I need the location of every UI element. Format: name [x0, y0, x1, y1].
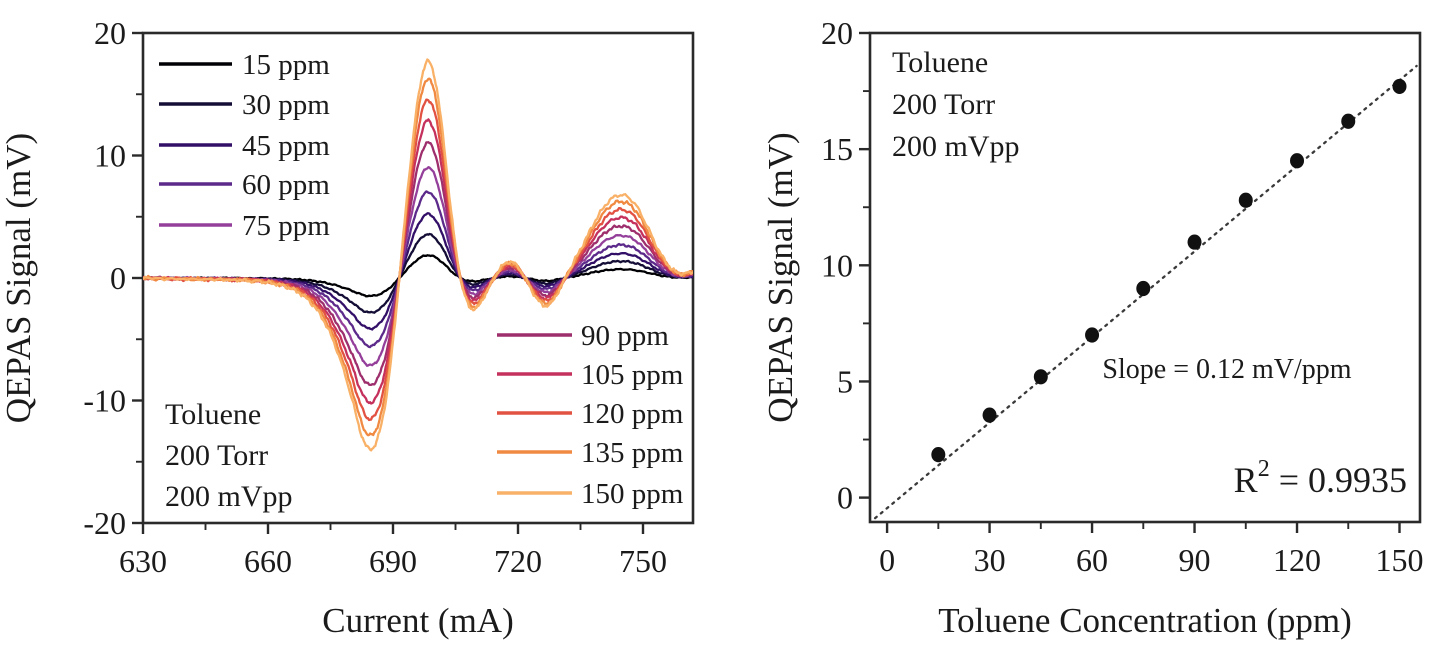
x-axis-label: Toluene Concentration (ppm) [938, 601, 1352, 640]
legend-label: 120 ppm [581, 398, 684, 430]
slope-annotation: Slope = 0.12 mV/ppm [1102, 354, 1351, 385]
y-axis-label: QEPAS Signal (mV) [0, 133, 38, 423]
series-curve-60-ppm [143, 190, 693, 349]
legend-label: 15 ppm [242, 49, 330, 81]
legend-label: 90 ppm [581, 320, 669, 352]
left-chart-spectral-scan: 630 660 690 720 750 -20 -10 0 10 20 Current (mA) QE… [0, 15, 695, 640]
y-tick-label: 5 [837, 363, 853, 399]
y-axis-label: QEPAS Signal (mV) [761, 132, 800, 422]
scatter-point-30-ppm [982, 407, 997, 423]
x-tick-label: 120 [1273, 542, 1321, 578]
legend-label: 45 ppm [242, 130, 330, 162]
r-squared-annotation: R2 = 0.9935 [1234, 456, 1407, 500]
axes: 630 660 690 720 750 -20 -10 0 10 20 Current (mA) QE… [0, 15, 695, 640]
scatter-point-120-ppm [1290, 153, 1305, 169]
series-curve-15-ppm [143, 254, 693, 298]
y-tick-label: 0 [837, 480, 853, 516]
condition-annotation-line: 200 Torr [165, 439, 268, 472]
y-tick-label: -10 [83, 383, 126, 419]
scatter-point-60-ppm [1085, 327, 1100, 343]
legend-label: 60 ppm [242, 169, 330, 201]
scatter-point-75-ppm [1136, 280, 1151, 297]
spectral-curves [143, 58, 693, 452]
legend-label: 75 ppm [242, 210, 330, 242]
legend-label: 105 ppm [581, 359, 684, 391]
series-curve-75-ppm [143, 166, 693, 367]
series-curve-135-ppm [143, 77, 693, 437]
y-tick-label: 20 [94, 15, 126, 51]
left-chart-svg: 630 660 690 720 750 -20 -10 0 10 20 Current (mA) QE… [0, 15, 695, 640]
legend: 15 ppm 30 ppm 45 ppm 60 ppm 75 ppm 90 ppm 105 … [159, 49, 684, 510]
y-tick-label: 20 [821, 15, 853, 51]
right-chart-svg: 0 30 60 90 120 150 0 5 10 15 20 Toluene Concentrati… [761, 15, 1424, 640]
x-tick-label: 0 [879, 542, 895, 578]
y-tick-label: 10 [94, 138, 126, 174]
y-tick-label: -20 [83, 505, 126, 541]
legend-label: 150 ppm [581, 478, 684, 510]
scatter-point-90-ppm [1187, 234, 1202, 250]
condition-annotation-line: Toluene [892, 46, 988, 79]
legend-label: 30 ppm [242, 89, 330, 121]
axis-frame [868, 31, 1422, 524]
scatter-point-45-ppm [1033, 369, 1048, 385]
x-tick-label: 150 [1376, 542, 1424, 578]
series-curve-45-ppm [143, 212, 693, 331]
scatter-point-135-ppm [1341, 113, 1356, 129]
x-tick-label: 60 [1076, 542, 1108, 578]
x-tick-label: 690 [369, 543, 417, 579]
x-tick-label: 720 [494, 543, 542, 579]
x-tick-label: 90 [1179, 542, 1211, 578]
axes: 0 30 60 90 120 150 0 5 10 15 20 Toluene Concentrati… [761, 15, 1424, 640]
scatter-point-105-ppm [1238, 192, 1253, 208]
right-chart-calibration: 0 30 60 90 120 150 0 5 10 15 20 Toluene Concentrati… [760, 0, 1443, 663]
scatter-point-150-ppm [1392, 78, 1407, 95]
condition-annotation-line: 200 mVpp [165, 480, 293, 513]
x-tick-label: 750 [619, 543, 667, 579]
condition-annotation-line: 200 Torr [892, 88, 995, 121]
x-axis-label: Current (mA) [322, 601, 513, 640]
condition-annotation-line: Toluene [165, 398, 261, 431]
legend-label: 135 ppm [581, 437, 684, 469]
x-tick-label: 30 [974, 542, 1006, 578]
series-curve-150-ppm [143, 58, 693, 452]
x-tick-label: 660 [244, 543, 292, 579]
y-tick-label: 15 [821, 131, 853, 167]
x-tick-label: 630 [119, 543, 167, 579]
condition-annotation-line: 200 mVpp [892, 130, 1020, 163]
scatter-points [931, 78, 1407, 463]
y-tick-label: 10 [821, 247, 853, 283]
scatter-point-15-ppm [931, 447, 946, 463]
y-tick-label: 0 [110, 260, 126, 296]
